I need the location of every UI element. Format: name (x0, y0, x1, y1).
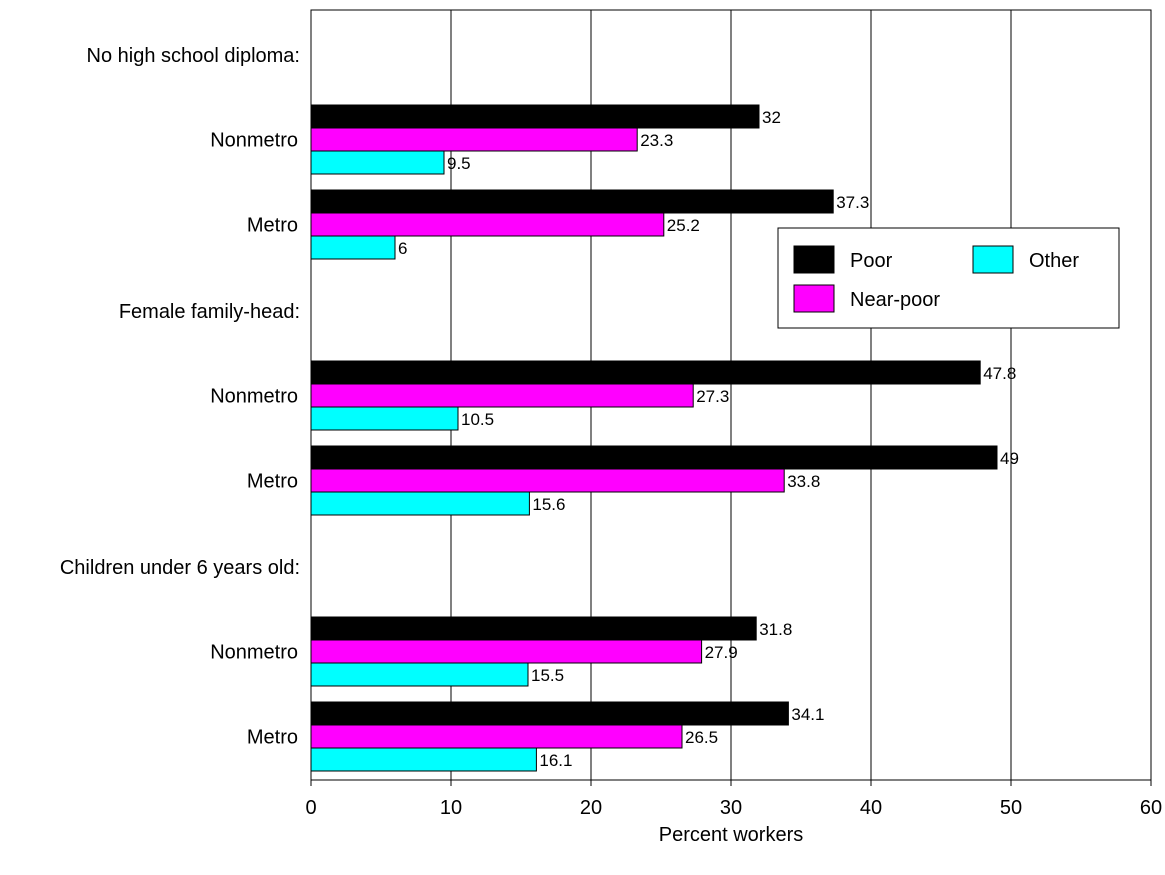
legend-label: Near-poor (850, 289, 940, 311)
bar (310, 360, 981, 385)
bar (310, 724, 683, 749)
bar (310, 662, 529, 687)
category-label: Metro (247, 471, 298, 493)
bar (310, 445, 998, 470)
data-label: 27.3 (696, 387, 729, 406)
bar (310, 406, 459, 431)
bar (310, 701, 789, 726)
bar (310, 468, 785, 493)
bar (310, 150, 445, 175)
group-label: Female family-head: (119, 301, 300, 323)
category-label: Metro (247, 215, 298, 237)
legend: Poor Other Near-poor (777, 227, 1120, 329)
data-label: 9.5 (447, 154, 471, 173)
plot-frame (310, 9, 1152, 786)
x-tick-label: 60 (1140, 797, 1162, 819)
legend-swatch (793, 245, 835, 274)
data-label: 32 (762, 108, 781, 127)
data-label: 26.5 (685, 728, 718, 747)
data-label: 37.3 (836, 193, 869, 212)
bars (310, 104, 998, 772)
data-label: 15.6 (532, 495, 565, 514)
legend-swatch (793, 284, 835, 313)
group-label: Children under 6 years old: (60, 557, 300, 579)
category-label: Nonmetro (210, 130, 298, 152)
category-label: Metro (247, 727, 298, 749)
legend-label: Poor (850, 250, 893, 272)
legend-swatch (972, 245, 1014, 274)
data-label: 31.8 (759, 620, 792, 639)
bar (310, 189, 834, 214)
x-tick-label: 10 (440, 797, 462, 819)
legend-label: Other (1029, 250, 1079, 272)
data-label: 15.5 (531, 666, 564, 685)
data-label: 16.1 (539, 751, 572, 770)
data-label: 33.8 (787, 472, 820, 491)
x-tick-label: 30 (720, 797, 742, 819)
group-label: No high school diploma: (87, 45, 300, 67)
data-label: 34.1 (791, 705, 824, 724)
data-label: 6 (398, 239, 407, 258)
x-tick-label: 20 (580, 797, 602, 819)
x-tick-label: 40 (860, 797, 882, 819)
bar (310, 747, 537, 772)
bar (310, 127, 638, 152)
bar (310, 639, 703, 664)
category-label: Nonmetro (210, 386, 298, 408)
legend-box (777, 227, 1120, 329)
data-label: 49 (1000, 449, 1019, 468)
bar (310, 491, 530, 516)
bar (310, 616, 757, 641)
data-label: 27.9 (705, 643, 738, 662)
bar (310, 235, 396, 260)
x-axis-ticks: 0 10 20 30 40 50 60 (305, 797, 1162, 819)
data-label: 23.3 (640, 131, 673, 150)
x-tick-label: 0 (305, 797, 316, 819)
x-tick-label: 50 (1000, 797, 1022, 819)
bar (310, 383, 694, 408)
bar (310, 212, 665, 237)
data-label: 25.2 (667, 216, 700, 235)
category-label: Nonmetro (210, 642, 298, 664)
data-label: 10.5 (461, 410, 494, 429)
data-label: 47.8 (983, 364, 1016, 383)
bar (310, 104, 760, 129)
labels: No high school diploma: Nonmetro 32 23.3 9.5… (60, 45, 1019, 770)
x-axis-label: Percent workers (659, 824, 804, 846)
